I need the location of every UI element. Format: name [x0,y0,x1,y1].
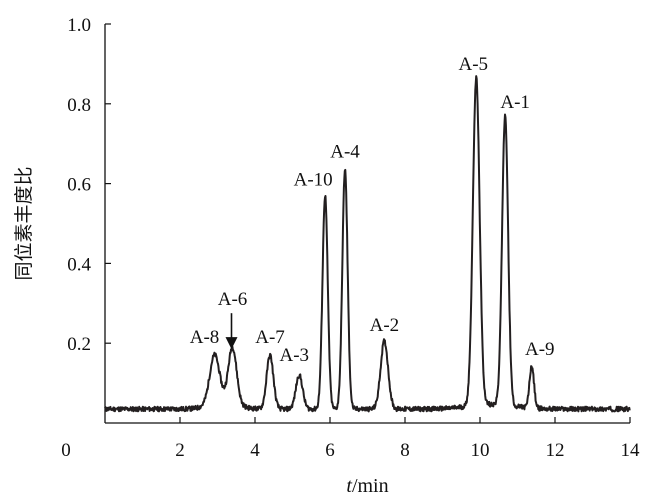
y-ticks: 0.2 0.4 0.6 0.8 1.0 [67,15,111,355]
peak-label: A-6 [218,289,248,310]
chromatogram-trace [104,75,631,413]
peak-label: A-8 [190,327,220,348]
y-axis-label: 同位素丰度比 [13,166,35,280]
axes [104,24,630,424]
y-tick-label: 0.2 [67,334,91,355]
x-tick-label: 6 [325,440,335,461]
x-axis-label-var: t [346,475,352,497]
x-tick-label: 4 [250,440,260,461]
x-tick-label: 2 [175,440,185,461]
peak-label: A-2 [370,315,400,336]
y-tick-label: 1.0 [67,15,91,36]
peak-label: A-7 [255,327,285,348]
x-axis-label: t/min [346,475,388,497]
x-tick-label: 10 [471,440,490,461]
peak-label: A-9 [525,339,555,360]
y-tick-label: 0.6 [67,175,91,196]
x-tick-label: 14 [621,440,641,461]
x-tick-label: 12 [546,440,565,461]
peak-label: A-10 [294,170,333,191]
peak-labels: A-8 A-6 A-7A-3 A-10 A-4 A-2 A-5 A-1 A-9 [190,54,555,366]
arrow-head [225,337,238,350]
peak-label: A-1 [500,92,530,113]
y-tick-label: 0.8 [67,95,91,116]
x-tick-label: 0 [61,440,71,461]
peak-label: A-3 [279,345,309,366]
x-ticks: 0 2 4 6 8 10 12 14 [61,417,640,461]
x-axis-label-unit: /min [352,475,389,497]
x-tick-label: 8 [400,440,410,461]
peak-label: A-5 [458,54,488,75]
peak-label: A-4 [330,142,360,163]
arrow-a6-marker [225,313,238,350]
y-tick-label: 0.4 [67,254,91,275]
